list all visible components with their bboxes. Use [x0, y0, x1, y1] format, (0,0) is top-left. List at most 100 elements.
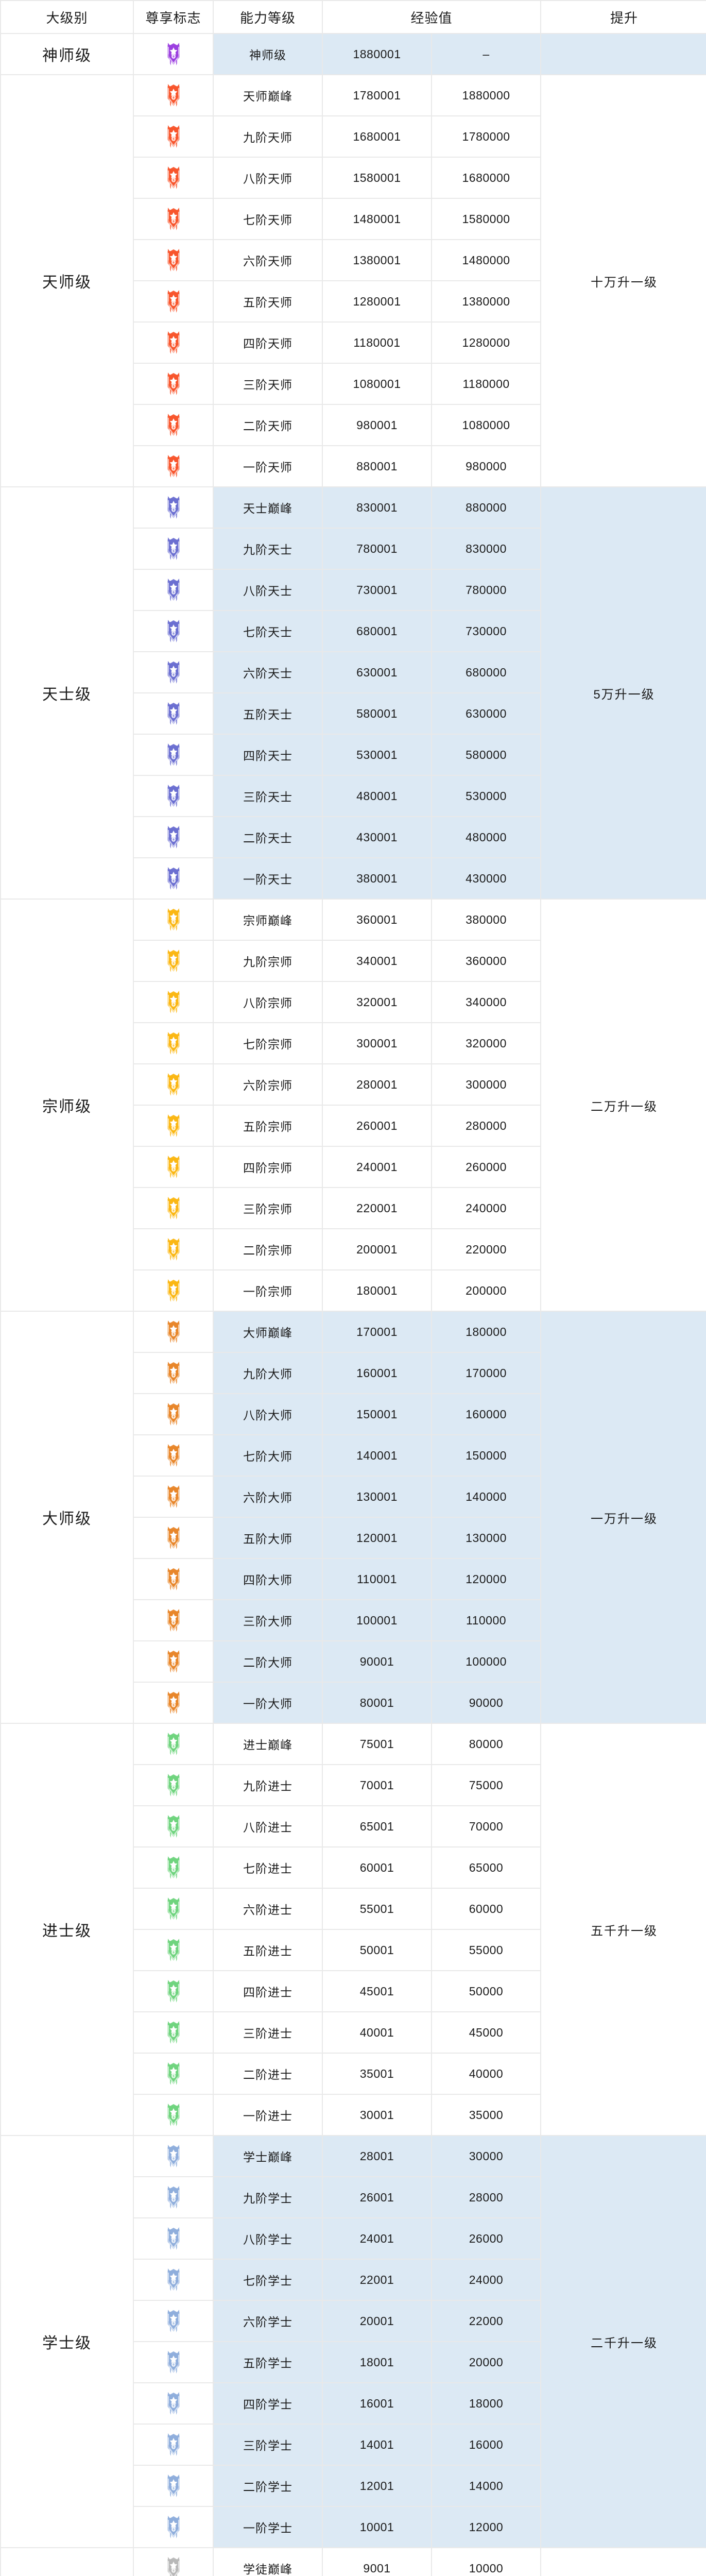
badge-cell [134, 323, 213, 363]
badge-cell [134, 2466, 213, 2506]
table-row: 一阶大师 80001 90000 [1, 1683, 706, 1723]
ability-level-cell: 二阶学士 [214, 2466, 322, 2506]
exp-max-cell: 1780000 [432, 116, 541, 157]
badge-xueshi [165, 2185, 182, 2210]
badge-cell [134, 364, 213, 404]
exp-max-cell: 780000 [432, 570, 541, 610]
major-level-label: 神师级 [42, 47, 92, 64]
badge-tianshi [165, 83, 182, 108]
ability-level-cell: 七阶大师 [214, 1435, 322, 1476]
exp-max-cell: 28000 [432, 2177, 541, 2217]
upgrade-rate-label: 5万升一级 [593, 687, 655, 702]
badge-cell [134, 1477, 213, 1517]
badge-tianshi-shi [165, 825, 182, 850]
table-row: 三阶天士 480001 530000 [1, 776, 706, 816]
table-row: 六阶进士 55001 60000 [1, 1889, 706, 1929]
badge-xueshi [165, 2350, 182, 2375]
badge-xueshi [165, 2515, 182, 2539]
table-row: 五阶进士 50001 55000 [1, 1930, 706, 1970]
exp-min-cell: 530001 [323, 735, 431, 775]
upgrade-rate-cell: 一千升一级 [541, 2548, 706, 2576]
table-row: 二阶学士 12001 14000 [1, 2466, 706, 2506]
table-row: 五阶天士 580001 630000 [1, 693, 706, 734]
badge-cell [134, 693, 213, 734]
exp-min-cell: 22001 [323, 2260, 431, 2300]
ability-level-cell: 八阶学士 [214, 2218, 322, 2259]
table-row: 四阶学士 16001 18000 [1, 2383, 706, 2424]
table-row: 五阶宗师 260001 280000 [1, 1106, 706, 1146]
badge-tianshi-shi [165, 866, 182, 891]
ability-level-cell: 一阶大师 [214, 1683, 322, 1723]
exp-max-cell: 1880000 [432, 75, 541, 115]
ability-level-cell: 三阶进士 [214, 2012, 322, 2053]
exp-min-cell: 220001 [323, 1188, 431, 1228]
badge-cell [134, 900, 213, 940]
badge-cell [134, 735, 213, 775]
exp-max-cell: 20000 [432, 2342, 541, 2382]
exp-max-cell: 30000 [432, 2136, 541, 2176]
header-upgrade: 提升 [541, 1, 706, 33]
badge-cell [134, 2012, 213, 2053]
ability-level-cell: 八阶天士 [214, 570, 322, 610]
exp-max-cell: 12000 [432, 2507, 541, 2547]
badge-dashi [165, 1361, 182, 1385]
exp-max-cell: 1480000 [432, 240, 541, 280]
major-level-label: 学士级 [42, 2335, 92, 2352]
badge-tianshi-shi [165, 660, 182, 685]
badge-cell [134, 1889, 213, 1929]
table-row: 一阶进士 30001 35000 [1, 2095, 706, 2135]
badge-cell [134, 2095, 213, 2135]
ability-level-cell: 一阶天师 [214, 446, 322, 486]
exp-max-cell: 300000 [432, 1064, 541, 1105]
badge-cell [134, 1518, 213, 1558]
badge-cell [134, 1106, 213, 1146]
badge-jinshi [165, 1773, 182, 1798]
exp-max-cell: 480000 [432, 817, 541, 857]
exp-max-cell: 180000 [432, 1312, 541, 1352]
upgrade-rate-label: 二万升一级 [591, 1099, 658, 1114]
badge-cell [134, 75, 213, 115]
badge-cell [134, 1600, 213, 1640]
badge-dashi [165, 1649, 182, 1674]
badge-xuetu [165, 2556, 182, 2576]
badge-jinshi [165, 2061, 182, 2086]
exp-min-cell: 12001 [323, 2466, 431, 2506]
ability-level-cell: 六阶学士 [214, 2301, 322, 2341]
badge-cell [134, 240, 213, 280]
badge-cell [134, 2383, 213, 2424]
exp-min-cell: 120001 [323, 1518, 431, 1558]
table-row: 学徒级 学徒巅峰900110000一千升一级 [1, 2548, 706, 2576]
exp-max-cell: 260000 [432, 1147, 541, 1187]
table-row: 八阶学士 24001 26000 [1, 2218, 706, 2259]
exp-max-cell: 680000 [432, 652, 541, 692]
badge-jinshi [165, 1896, 182, 1921]
badge-dashi [165, 1402, 182, 1427]
table-row: 一阶天师 880001 980000 [1, 446, 706, 486]
exp-min-cell: 260001 [323, 1106, 431, 1146]
badge-shenshi [165, 42, 182, 66]
ability-level-cell: 七阶天士 [214, 611, 322, 651]
ability-level-cell: 八阶大师 [214, 1394, 322, 1434]
ability-level-cell: 九阶大师 [214, 1353, 322, 1393]
exp-max-cell: 280000 [432, 1106, 541, 1146]
table-row: 进士级 进士巅峰 75001 80000 五千升一级 [1, 1724, 706, 2135]
exp-max-cell: 90000 [432, 1683, 541, 1723]
badge-cell [134, 2260, 213, 2300]
exp-min-cell: 430001 [323, 817, 431, 857]
exp-min-cell: 1780001 [323, 75, 431, 115]
badge-zongshi [165, 1113, 182, 1138]
exp-max-cell: 10000 [432, 2548, 541, 2576]
exp-min-cell: 35001 [323, 2054, 431, 2094]
exp-min-cell: 70001 [323, 1765, 431, 1805]
exp-max-cell: 1280000 [432, 323, 541, 363]
exp-max-cell: 110000 [432, 1600, 541, 1640]
upgrade-rate-cell: 二千升一级 [541, 2136, 706, 2547]
exp-max-cell: 1080000 [432, 405, 541, 445]
ability-level-cell: 六阶天士 [214, 652, 322, 692]
ability-level-cell: 二阶进士 [214, 2054, 322, 2094]
table-row: 二阶天师 980001 1080000 [1, 405, 706, 445]
badge-xueshi [165, 2226, 182, 2251]
ability-level-cell: 二阶天师 [214, 405, 322, 445]
table-row: 五阶学士 18001 20000 [1, 2342, 706, 2382]
badge-tianshi-shi [165, 495, 182, 520]
